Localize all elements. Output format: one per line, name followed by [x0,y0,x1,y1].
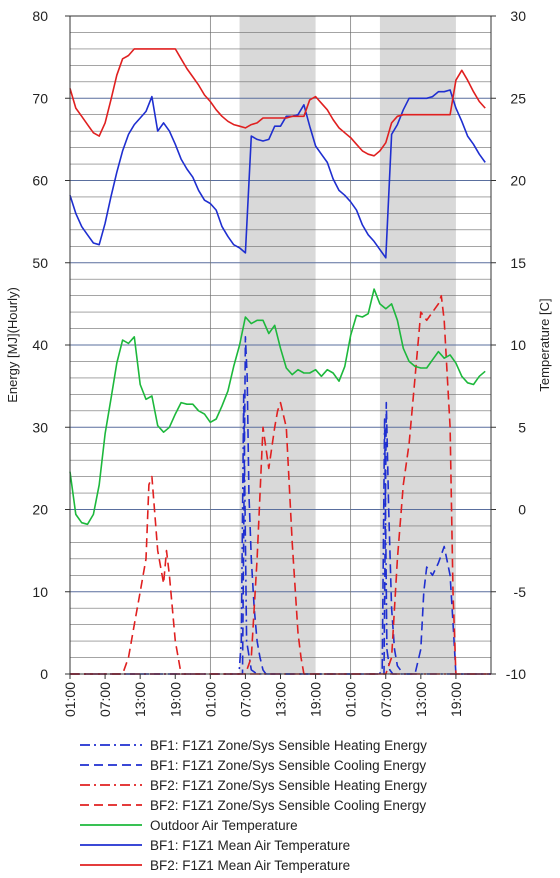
right-tick-label: 20 [510,173,526,189]
left-axis-label: Energy [MJ](Hourly) [5,287,20,403]
left-tick-label: 10 [32,584,48,600]
legend-label: BF2: F1Z1 Mean Air Temperature [150,858,350,873]
series-line-6 [69,89,486,259]
series-line-1 [70,393,491,675]
left-tick-label: 30 [32,419,48,435]
legend-label: BF1: F1Z1 Mean Air Temperature [150,838,350,853]
right-tick-label: 15 [510,255,526,271]
series-line-4 [70,294,491,675]
left-tick-label: 0 [40,666,48,682]
series-lines [69,48,491,675]
x-tick-label: 19:00 [308,682,324,717]
x-tick-label: 13:00 [273,682,289,717]
x-tick-label: 19:00 [167,682,183,717]
x-tick-label: 07:00 [97,682,113,717]
right-tick-label: 25 [510,90,526,106]
series-line-2 [70,335,491,675]
right-tick-label: 0 [518,502,526,518]
right-tick-label: -5 [514,584,527,600]
right-axis-label: Temperature [C] [537,298,552,391]
x-tick-label: 13:00 [413,682,429,717]
left-tick-label: 40 [32,337,48,353]
left-tick-label: 50 [32,255,48,271]
x-tick-label: 01:00 [343,682,359,717]
x-tick-label: 07:00 [237,682,253,717]
x-tick-label: 19:00 [448,682,464,717]
left-tick-label: 60 [32,173,48,189]
legend-label: BF2: F1Z1 Zone/Sys Sensible Cooling Ener… [150,798,426,813]
series-line-5 [69,288,486,526]
grid [70,16,491,674]
legend-label: BF1: F1Z1 Zone/Sys Sensible Heating Ener… [150,738,427,753]
x-tick-label: 01:00 [62,682,78,717]
right-tick-label: 5 [518,419,526,435]
x-tick-label: 13:00 [132,682,148,717]
left-tick-label: 20 [32,502,48,518]
legend-label: BF2: F1Z1 Zone/Sys Sensible Heating Ener… [150,778,427,793]
left-tick-label: 80 [32,8,48,24]
left-tick-label: 70 [32,90,48,106]
series-line-7 [69,48,486,157]
x-tick-label: 01:00 [202,682,218,717]
x-axis: 01:00 07:00 13:00 19:00 01:00 07:00 13:00 19:00… [62,674,464,717]
right-tick-label: 10 [510,337,526,353]
x-tick-label: 07:00 [378,682,394,717]
left-axis: 0 10 20 30 40 50 60 70 80 [32,8,70,682]
legend-label: BF1: F1Z1 Zone/Sys Sensible Cooling Ener… [150,758,426,773]
right-tick-label: -10 [506,666,526,682]
right-tick-label: 30 [510,8,526,24]
legend-label: Outdoor Air Temperature [150,818,298,833]
legend: BF1: F1Z1 Zone/Sys Sensible Heating Ener… [80,738,427,873]
right-axis: -10 -5 0 5 10 15 20 25 30 [491,8,526,682]
